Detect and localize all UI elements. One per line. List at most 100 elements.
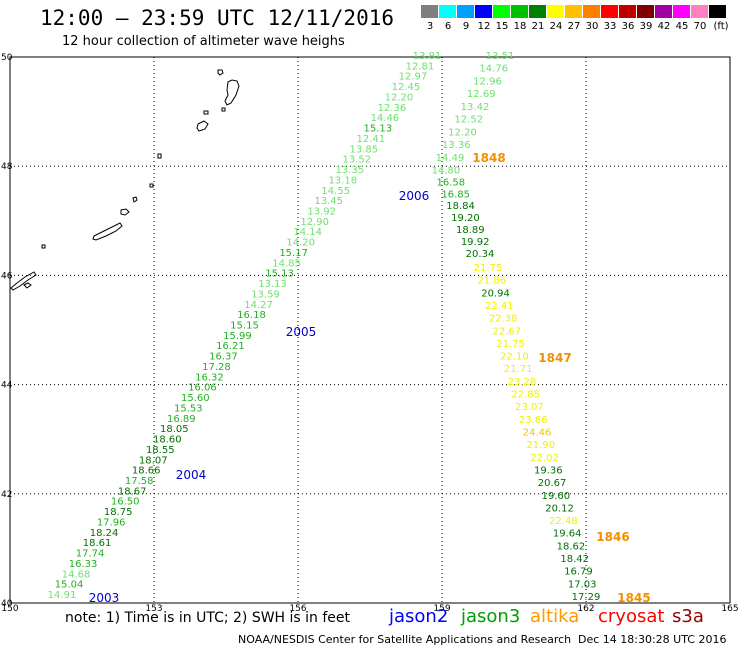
swh-label: 22.10 [500,352,529,363]
swh-label: 18.07 [139,455,168,466]
swh-label: 17.96 [97,517,126,528]
swh-label: 17.58 [125,476,154,487]
swh-label: 12.69 [467,89,496,100]
time-label: 1845 [617,591,650,605]
swh-label: 22.48 [549,516,578,527]
scale-swatch [511,5,529,18]
swh-label: 18.75 [104,507,133,518]
scale-label: 33 [603,21,617,32]
swh-label: 12.20 [385,92,414,103]
swh-label: 22.02 [530,453,559,464]
time-label: 1848 [472,151,505,165]
coastline [10,271,37,291]
lat-tick-label: 40 [1,599,13,609]
legend-note: note: 1) Time is in UTC; 2) SWH is in fe… [65,610,351,626]
scale-swatch [709,5,727,18]
scale-swatch [691,5,709,18]
lat-tick-label: 44 [1,381,13,391]
coastline [196,120,209,132]
map-title: 12:00 – 23:59 UTC 12/11/2016 [40,6,395,30]
scale-swatch [673,5,691,18]
swh-label: 18.89 [456,225,485,236]
swh-label: 18.42 [560,554,589,565]
scale-unit: (ft) [713,21,729,32]
scale-label: 30 [585,21,599,32]
scale-swatch [529,5,547,18]
swh-label: 13.59 [251,289,280,300]
swh-label: 13.36 [442,140,471,151]
swh-label: 21.71 [504,364,533,375]
swh-label: 23.28 [508,377,537,388]
swh-label: 19.64 [553,529,582,540]
lon-tick-label: 156 [289,604,306,614]
swh-label: 12.90 [300,217,329,228]
scale-swatch [421,5,439,18]
time-label: 2004 [176,468,207,482]
coastline [41,244,46,249]
swh-label: 13.18 [328,175,357,186]
swh-label: 17.03 [568,579,597,590]
swh-label: 22.85 [511,390,540,401]
swh-label: 16.33 [69,559,98,570]
swh-label: 15.17 [279,248,308,259]
swh-label: 18.67 [118,486,147,497]
swh-label: 18.24 [90,528,119,539]
swh-label: 12.45 [392,82,421,93]
swh-label: 15.99 [223,331,252,342]
lon-tick-label: 159 [433,604,450,614]
lat-tick-label: 46 [1,271,13,281]
scale-swatch [601,5,619,18]
swh-label: 16.58 [437,177,466,188]
swh-label: 14.20 [286,238,315,249]
swh-label: 17.74 [76,549,105,560]
swh-label: 12.41 [357,134,386,145]
swh-label: 24.46 [523,428,552,439]
swh-label: 21.86 [477,276,506,287]
scale-label: 27 [567,21,581,32]
coastline [217,69,224,76]
scale-label: 45 [675,21,689,32]
legend-item-altika: altika [530,606,580,627]
footer-credit: NOAA/NESDIS Center for Satellite Applica… [238,633,572,646]
scale-swatch [637,5,655,18]
lon-tick-label: 162 [577,604,594,614]
swh-label: 18.84 [446,201,475,212]
scale-swatch [655,5,673,18]
swh-label: 16.50 [111,497,140,508]
coastline [157,153,162,159]
lat-tick-label: 50 [1,53,13,63]
swh-label: 14.14 [293,227,322,238]
swh-label: 14.68 [62,569,91,580]
scale-swatch [457,5,475,18]
swh-label: 21.75 [474,263,503,274]
legend-item-jason2: jason2 [389,606,449,627]
coastline [149,183,154,188]
scale-label: 42 [657,21,671,32]
swh-label: 12.52 [454,115,483,126]
swh-label: 14.80 [432,165,461,176]
swh-label: 14.46 [371,113,400,124]
color-scale [421,5,727,18]
time-label: 1846 [596,530,629,544]
swh-label: 15.60 [181,393,210,404]
swh-label: 18.62 [557,541,586,552]
scale-label: 24 [549,21,563,32]
map-subtitle: 12 hour collection of altimeter wave hei… [62,34,345,49]
swh-label: 14.27 [244,300,273,311]
swh-label: 13.45 [314,196,343,207]
legend-item-jason3: jason3 [461,606,521,627]
swh-label: 23.66 [519,415,548,426]
coastline [132,196,138,203]
coastline [120,208,130,216]
swh-label: 13.92 [307,206,336,217]
scale-label: 18 [513,21,527,32]
swh-label: 16.37 [209,352,238,363]
swh-label: 19.60 [542,491,571,502]
swh-label: 21.90 [526,440,555,451]
swh-label: 15.04 [55,580,84,591]
coastline [203,110,209,115]
swh-label: 20.94 [481,288,510,299]
swh-label: 19.20 [451,213,480,224]
scale-label: 70 [693,21,707,32]
